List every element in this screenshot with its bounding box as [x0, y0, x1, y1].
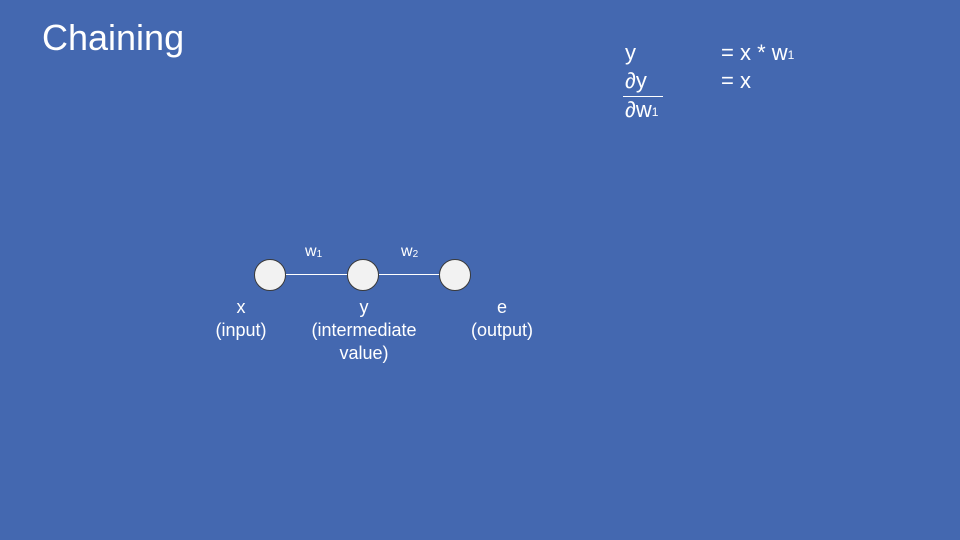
- eq-rhs-prefix: = x * w: [721, 40, 788, 65]
- node-x: [254, 259, 286, 291]
- eq-lhs-y-text: y: [625, 40, 636, 65]
- eq-rhs-x-times-w1: = x * w1: [721, 40, 794, 69]
- eq-numerator-text: ∂y: [625, 68, 647, 93]
- node-e-label: e (output): [432, 296, 572, 342]
- node-e-role: (output): [470, 320, 534, 340]
- eq-rhs-x-text: = x: [721, 68, 751, 93]
- node-y-role-line1: (intermediate: [311, 320, 417, 340]
- node-y-role-line2: value): [339, 343, 389, 363]
- fraction-bar: [623, 96, 663, 97]
- eq-partial-denominator: ∂w1: [625, 97, 658, 126]
- eq-rhs-subscript: 1: [787, 48, 795, 62]
- eq-partial-numerator: ∂y: [625, 68, 647, 94]
- node-x-name: x: [236, 297, 246, 317]
- node-e: [439, 259, 471, 291]
- node-y-name: y: [359, 297, 369, 317]
- node-e-name: e: [496, 297, 507, 317]
- node-y-label: y (intermediate value): [294, 296, 434, 365]
- slide-title: Chaining: [42, 17, 185, 58]
- eq-lhs-y: y: [625, 40, 636, 66]
- edge-label-w1-base: w: [305, 243, 317, 260]
- eq-rhs-x: = x: [721, 68, 751, 94]
- edge-label-w2-base: w: [401, 243, 413, 260]
- eq-denominator-text: ∂w: [625, 97, 652, 122]
- eq-denominator-subscript: 1: [651, 105, 659, 119]
- edge-x-y: [286, 274, 348, 275]
- node-x-label: x (input): [171, 296, 311, 342]
- edge-label-w2-sub: 2: [412, 249, 419, 260]
- edge-label-w1: w1: [305, 242, 322, 264]
- edge-label-w1-sub: 1: [316, 249, 323, 260]
- node-x-role: (input): [215, 320, 267, 340]
- edge-label-w2: w2: [401, 242, 418, 264]
- node-y: [347, 259, 379, 291]
- edge-y-e: [379, 274, 440, 275]
